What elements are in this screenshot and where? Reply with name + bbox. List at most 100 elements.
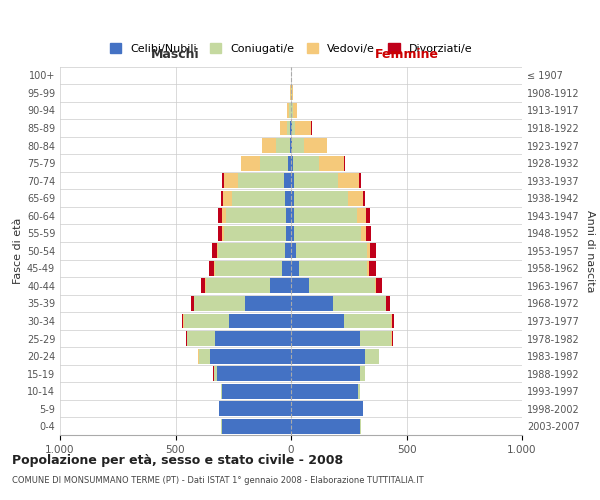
Bar — [221, 190, 291, 206]
Bar — [287, 103, 291, 118]
Bar — [223, 190, 291, 206]
Bar — [291, 296, 386, 311]
Bar — [206, 278, 291, 293]
Bar — [291, 86, 293, 100]
Bar — [260, 156, 291, 170]
Bar — [290, 138, 291, 153]
Bar — [199, 348, 291, 364]
Bar — [184, 314, 291, 328]
Bar — [291, 208, 295, 223]
Bar — [224, 173, 291, 188]
Bar — [262, 138, 291, 153]
Bar — [276, 138, 291, 153]
Bar — [245, 296, 291, 311]
Bar — [291, 314, 391, 328]
Bar — [291, 226, 361, 240]
Bar — [291, 138, 327, 153]
Bar — [291, 208, 357, 223]
Bar — [291, 244, 370, 258]
Bar — [291, 138, 304, 153]
Bar — [185, 331, 291, 346]
Bar — [291, 244, 296, 258]
Bar — [291, 86, 293, 100]
Bar — [291, 331, 391, 346]
Bar — [291, 156, 344, 170]
Bar — [291, 156, 293, 170]
Bar — [212, 244, 291, 258]
Bar — [229, 314, 291, 328]
Bar — [291, 103, 297, 118]
Bar — [218, 226, 291, 240]
Bar — [285, 190, 291, 206]
Bar — [220, 401, 291, 416]
Bar — [280, 120, 291, 136]
Y-axis label: Fasce di età: Fasce di età — [13, 218, 23, 284]
Bar — [291, 419, 361, 434]
Bar — [222, 173, 291, 188]
Bar — [222, 208, 291, 223]
Text: COMUNE DI MONSUMMANO TERME (PT) - Dati ISTAT 1° gennaio 2008 - Elaborazione TUTT: COMUNE DI MONSUMMANO TERME (PT) - Dati I… — [12, 476, 424, 485]
Bar — [199, 348, 291, 364]
Bar — [291, 419, 361, 434]
Bar — [291, 384, 358, 398]
Bar — [224, 226, 291, 240]
Bar — [284, 173, 291, 188]
Bar — [289, 103, 291, 118]
Bar — [291, 120, 295, 136]
Bar — [291, 226, 371, 240]
Bar — [291, 261, 367, 276]
Bar — [291, 244, 376, 258]
Bar — [291, 190, 295, 206]
Bar — [291, 366, 360, 381]
Bar — [232, 190, 291, 206]
Bar — [209, 261, 291, 276]
Bar — [291, 138, 327, 153]
Bar — [291, 226, 366, 240]
Bar — [291, 331, 360, 346]
Bar — [291, 156, 345, 170]
Bar — [221, 384, 291, 398]
Bar — [291, 208, 366, 223]
Bar — [222, 384, 291, 398]
Bar — [291, 296, 332, 311]
Bar — [291, 331, 393, 346]
Bar — [291, 190, 362, 206]
Bar — [215, 331, 291, 346]
Bar — [187, 331, 291, 346]
Bar — [291, 314, 344, 328]
Bar — [241, 156, 291, 170]
Bar — [217, 366, 291, 381]
Bar — [217, 244, 291, 258]
Bar — [219, 401, 291, 416]
Bar — [287, 120, 291, 136]
Bar — [291, 278, 376, 293]
Bar — [291, 208, 370, 223]
Bar — [241, 156, 291, 170]
Bar — [214, 366, 291, 381]
Bar — [291, 348, 365, 364]
Bar — [291, 261, 376, 276]
Bar — [205, 278, 291, 293]
Bar — [221, 419, 291, 434]
Bar — [291, 366, 365, 381]
Bar — [291, 278, 376, 293]
Bar — [214, 261, 291, 276]
Bar — [291, 173, 295, 188]
Bar — [291, 138, 292, 153]
Bar — [198, 348, 291, 364]
Bar — [291, 173, 338, 188]
Bar — [290, 120, 291, 136]
Bar — [291, 348, 379, 364]
Bar — [291, 366, 365, 381]
Bar — [222, 419, 291, 434]
Bar — [291, 103, 297, 118]
Bar — [214, 366, 291, 381]
Bar — [291, 419, 361, 434]
Bar — [282, 261, 291, 276]
Bar — [238, 173, 291, 188]
Bar — [221, 384, 291, 398]
Bar — [270, 278, 291, 293]
Bar — [291, 226, 295, 240]
Bar — [286, 226, 291, 240]
Bar — [291, 261, 369, 276]
